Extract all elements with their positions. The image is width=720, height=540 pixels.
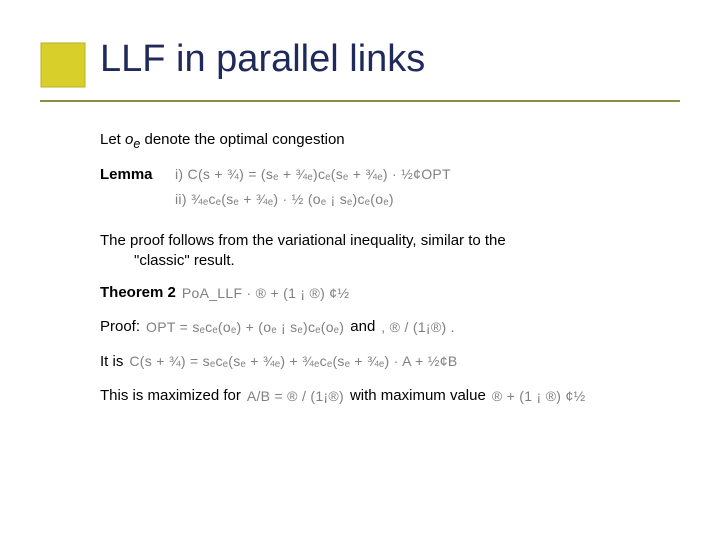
proof-mid: and — [350, 317, 375, 337]
lemma-equations: i) C(s + ¾) = (sₑ + ¾ₑ)cₑ(sₑ + ¾ₑ) · ½¢O… — [175, 165, 700, 215]
proof-eq2: , ® / (1¡®) . — [381, 318, 455, 337]
proof-text-l2: "classic" result. — [100, 252, 235, 269]
lemma-label: Lemma — [100, 165, 175, 185]
it-is-line: It is C(s + ¾) = sₑcₑ(sₑ + ¾ₑ) + ¾ₑcₑ(sₑ… — [100, 352, 700, 372]
accent-square — [40, 42, 86, 88]
max-val: ® + (1 ¡ ®) ¢½ — [492, 387, 586, 406]
theorem-eq: PoA_LLF · ® + (1 ¡ ®) ¢½ — [182, 284, 350, 303]
slide-body: Let oe denote the optimal congestion Lem… — [100, 130, 700, 420]
slide: LLF in parallel links Let oe denote the … — [0, 0, 720, 540]
slide-title: LLF in parallel links — [100, 38, 425, 81]
intro-suffix: denote the optimal congestion — [140, 131, 344, 148]
itis-eq: C(s + ¾) = sₑcₑ(sₑ + ¾ₑ) + ¾ₑcₑ(sₑ + ¾ₑ)… — [129, 352, 457, 371]
itis-label: It is — [100, 352, 123, 372]
proof-line: Proof: OPT = sₑcₑ(oₑ) + (oₑ ¡ sₑ)cₑ(oₑ) … — [100, 317, 700, 337]
theorem-label: Theorem 2 — [100, 283, 176, 303]
intro-line: Let oe denote the optimal congestion — [100, 130, 700, 153]
proof-text: The proof follows from the variational i… — [100, 231, 700, 272]
theorem-line: Theorem 2 PoA_LLF · ® + (1 ¡ ®) ¢½ — [100, 283, 700, 303]
lemma-block: Lemma i) C(s + ¾) = (sₑ + ¾ₑ)cₑ(sₑ + ¾ₑ)… — [100, 165, 700, 215]
title-underline — [40, 100, 680, 102]
max-mid: with maximum value — [350, 386, 486, 406]
lemma-eq-i: i) C(s + ¾) = (sₑ + ¾ₑ)cₑ(sₑ + ¾ₑ) · ½¢O… — [175, 165, 700, 184]
proof-label: Proof: — [100, 317, 140, 337]
max-prefix: This is maximized for — [100, 386, 241, 406]
intro-prefix: Let — [100, 131, 125, 148]
proof-text-l1: The proof follows from the variational i… — [100, 232, 506, 249]
max-line: This is maximized for A/B = ® / (1¡®) wi… — [100, 386, 700, 406]
proof-eq1: OPT = sₑcₑ(oₑ) + (oₑ ¡ sₑ)cₑ(oₑ) — [146, 318, 344, 337]
max-frac: A/B = ® / (1¡®) — [247, 387, 344, 406]
lemma-eq-ii: ii) ¾ₑcₑ(sₑ + ¾ₑ) · ½ (oₑ ¡ sₑ)cₑ(oₑ) — [175, 190, 700, 209]
